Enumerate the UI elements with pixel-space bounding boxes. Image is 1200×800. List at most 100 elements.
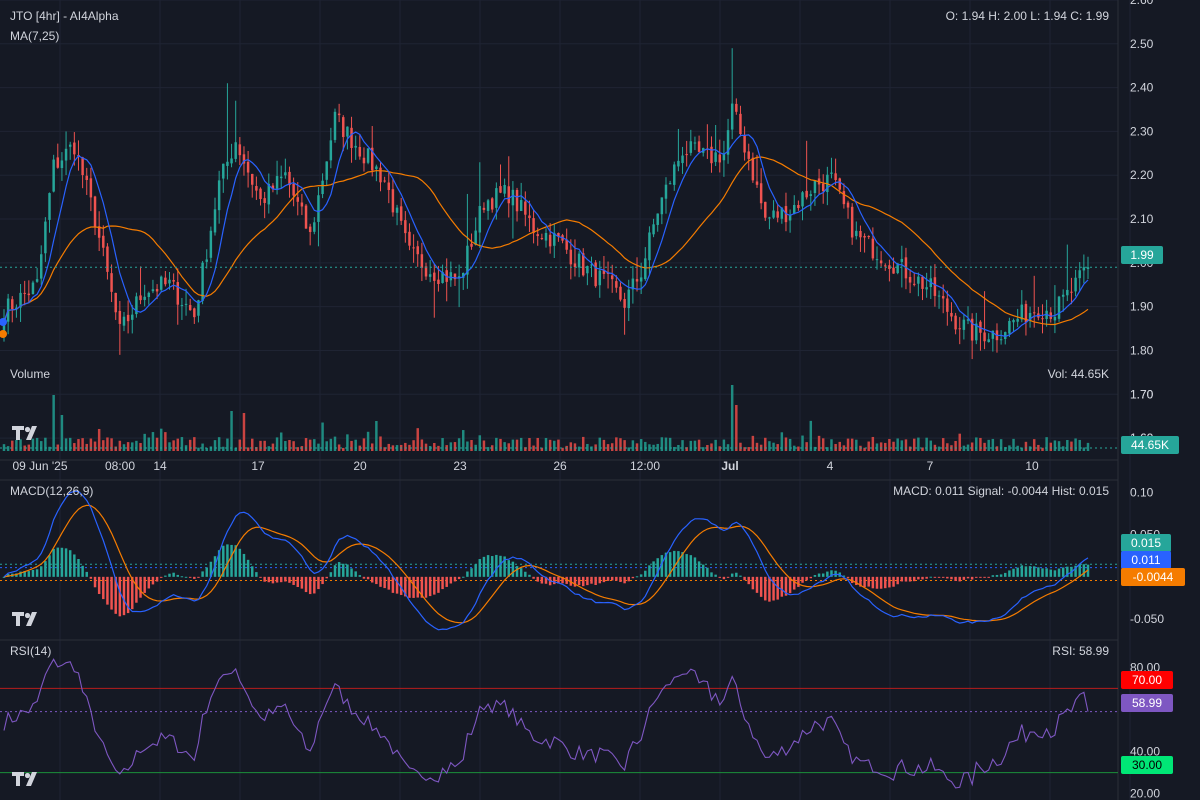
grid-lines	[0, 0, 1131, 800]
candle-body	[304, 205, 308, 229]
volume-bar	[19, 439, 22, 451]
volume-bar	[892, 441, 895, 451]
macd-hist-bar	[722, 576, 726, 580]
candle-body	[188, 305, 192, 311]
macd-pane[interactable]	[0, 490, 1118, 631]
time-axis[interactable]: 09 Jun '25 08:00 14 17 20 23 26 12:00 Jul 4 7 10	[12, 459, 1039, 473]
candle-body	[668, 183, 672, 185]
volume-bar	[412, 440, 415, 451]
svg-text:-0.0044: -0.0044	[1133, 570, 1174, 584]
candle-body	[164, 277, 167, 285]
candle-body	[710, 146, 713, 164]
macd-hist-bar	[561, 576, 564, 584]
rsi-pane[interactable]	[0, 658, 1118, 789]
volume-bar	[238, 439, 242, 451]
volume-bar	[387, 443, 391, 451]
volume-bar	[515, 439, 519, 451]
volume-bar	[48, 446, 51, 451]
candle-body	[147, 292, 151, 298]
candle-body	[970, 318, 974, 341]
time-tick-label: 4	[827, 459, 834, 473]
candle-body	[52, 159, 55, 192]
macd-hist-bar	[424, 576, 428, 598]
macd-hist-bar	[875, 576, 879, 589]
volume-bar	[900, 440, 904, 451]
macd-hist-bar	[826, 571, 829, 577]
candle-body	[35, 279, 39, 282]
volume-bar	[288, 439, 291, 451]
candle-body	[681, 155, 684, 164]
volume-bar	[623, 440, 626, 451]
chart-title: JTO [4hr] - AI4Alpha	[10, 9, 119, 23]
volume-bar	[321, 422, 324, 451]
macd-hist-bar	[710, 572, 713, 577]
volume-bar	[1016, 445, 1019, 451]
macd-hist-bar	[1020, 565, 1024, 577]
candle-body	[1004, 332, 1007, 339]
macd-hist-bar	[884, 576, 887, 589]
candle-body	[515, 189, 519, 212]
macd-hist-bar	[172, 572, 175, 577]
volume-bar	[797, 446, 800, 451]
macd-hist-bar	[114, 576, 117, 614]
candle-body	[60, 160, 64, 169]
price-tick-label: 1.70	[1130, 387, 1154, 401]
macd-hist-bar	[540, 576, 544, 584]
volume-bar	[89, 438, 93, 451]
price-pane[interactable]	[0, 48, 1118, 360]
volume-bar	[486, 447, 490, 451]
candle-body	[118, 310, 122, 324]
macd-hist-bar	[937, 576, 941, 578]
volume-bar	[478, 435, 482, 451]
volume-bar	[1078, 439, 1081, 451]
macd-hist-bar	[391, 576, 395, 593]
volume-bar	[172, 440, 175, 451]
candle-body	[180, 305, 184, 307]
candle-body	[586, 266, 589, 274]
volume-bar	[1024, 441, 1028, 451]
candle-body	[639, 277, 643, 282]
candle-body	[532, 218, 535, 233]
volume-bar	[606, 444, 610, 451]
candle-body	[379, 167, 382, 183]
candle-body	[610, 275, 614, 280]
volume-bar	[855, 439, 858, 451]
candle-body	[577, 253, 581, 268]
rsi-tick-label: 40.00	[1130, 745, 1160, 759]
volume-bar	[660, 437, 664, 451]
volume-bar	[366, 431, 370, 451]
volume-bar	[602, 439, 606, 451]
macd-hist-bar	[259, 576, 262, 578]
volume-tag: 44.65K	[1121, 436, 1179, 454]
candle-body	[23, 292, 26, 294]
candle-body	[772, 210, 775, 218]
tradingview-logo-icon	[12, 772, 37, 786]
candle-body	[524, 201, 527, 215]
volume-bar	[304, 438, 308, 451]
volume-bar	[648, 444, 651, 451]
candle-body	[267, 183, 271, 205]
candle-body	[933, 277, 937, 296]
macd-hist-bar	[888, 576, 891, 588]
macd-hist-bar	[15, 573, 18, 577]
macd-hist-bar	[159, 576, 163, 578]
macd-hist-bar	[950, 576, 953, 580]
macd-hist-bar	[358, 575, 362, 577]
macd-hist-bar	[681, 552, 684, 577]
price-tick-label: 2.50	[1130, 37, 1154, 51]
price-tick-label: 1.90	[1130, 300, 1154, 314]
candle-body	[809, 194, 813, 196]
macd-readout: MACD: 0.011 Signal: -0.0044 Hist: 0.015	[893, 484, 1109, 498]
volume-bar	[664, 437, 668, 451]
macd-hist-bar	[1008, 570, 1011, 577]
macd-hist-bar	[404, 576, 407, 597]
macd-hist-bar	[503, 556, 506, 577]
candle-body	[846, 202, 850, 208]
volume-bar	[1061, 446, 1065, 451]
candle-body	[366, 148, 370, 163]
volume-bar	[457, 438, 461, 451]
volume-bar	[296, 447, 299, 451]
volume-pane[interactable]	[0, 385, 1118, 451]
